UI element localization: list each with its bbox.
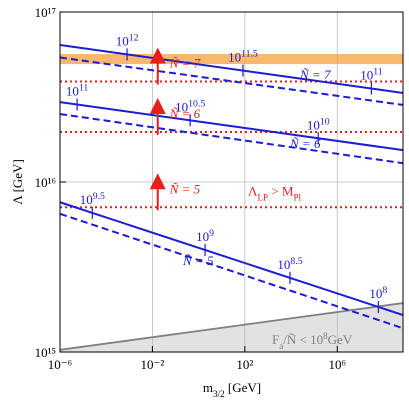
x-tick-label: 10² bbox=[236, 357, 253, 372]
mass-label-exp: 10.5 bbox=[188, 98, 205, 109]
mass-label-exp: 9 bbox=[209, 227, 214, 238]
mass-label-exp: 8.5 bbox=[290, 255, 302, 266]
excluded-note-part: a bbox=[279, 341, 283, 351]
y-axis-label: Λ [GeV] bbox=[10, 159, 25, 205]
mass-label: 109 bbox=[196, 227, 214, 244]
mass-label: 108 bbox=[369, 284, 387, 301]
line-label: Ñ = 5 bbox=[182, 253, 214, 268]
mass-label: 1011 bbox=[66, 82, 89, 99]
overlay: 10121011.5101110111010.51010109.5109108.… bbox=[10, 5, 404, 399]
x-axis-label: m3/2 [GeV] bbox=[203, 380, 261, 399]
x-tick-label: 10⁻⁶ bbox=[48, 357, 72, 372]
mass-label: 1012 bbox=[116, 32, 139, 49]
line-label: Ñ = 7 bbox=[299, 67, 331, 82]
mass-label: 1011 bbox=[360, 66, 383, 83]
line bbox=[60, 201, 403, 316]
excluded-note-part: GeV bbox=[328, 332, 353, 347]
mass-label-base: 10 bbox=[80, 192, 93, 207]
bound-note-part: Pl bbox=[293, 192, 301, 202]
line bbox=[60, 43, 403, 94]
mass-label-base: 10 bbox=[116, 33, 129, 48]
y-axis-label-part: Λ [GeV] bbox=[10, 159, 25, 205]
excluded-note-part: F bbox=[272, 332, 279, 347]
excluded-edge bbox=[60, 302, 403, 351]
excluded-note-part: 8 bbox=[323, 331, 328, 341]
bound-note: ΛLP > MPl bbox=[248, 183, 302, 202]
line-label: Ñ = 6 bbox=[289, 136, 321, 151]
bound-note-part: > M bbox=[268, 183, 294, 198]
band bbox=[60, 54, 403, 65]
x-axis-label-part: m bbox=[203, 380, 213, 395]
y-tick-label: 10¹⁵ bbox=[35, 345, 56, 360]
mass-label-base: 10 bbox=[307, 117, 320, 132]
line bbox=[60, 101, 403, 152]
x-tick-label: 10⁶ bbox=[328, 357, 346, 372]
mass-label: 108.5 bbox=[277, 255, 302, 272]
line bbox=[60, 212, 403, 330]
bound-label: Ñ = 5 bbox=[169, 181, 201, 196]
mass-label-exp: 11.5 bbox=[241, 48, 258, 59]
x-axis-label-part: [GeV] bbox=[225, 380, 261, 395]
mass-label-exp: 9.5 bbox=[93, 190, 105, 201]
mass-label-base: 10 bbox=[196, 229, 209, 244]
plot-area bbox=[60, 12, 403, 352]
mass-label-exp: 11 bbox=[373, 66, 383, 77]
mass-label: 1010.5 bbox=[175, 98, 205, 115]
excluded-note: Fa/Ñ < 108GeV bbox=[272, 331, 353, 351]
mass-label-base: 10 bbox=[360, 68, 373, 83]
x-tick-label: 10⁻² bbox=[141, 357, 165, 372]
mass-label: 109.5 bbox=[80, 190, 105, 207]
mass-label-base: 10 bbox=[66, 84, 79, 99]
bound-label: Ñ = 6 bbox=[169, 106, 201, 121]
mass-label-base: 10 bbox=[369, 286, 382, 301]
mass-label-exp: 12 bbox=[129, 32, 139, 43]
y-tick-label: 10¹⁷ bbox=[35, 5, 56, 20]
x-axis-label-part: 3/2 bbox=[213, 389, 225, 399]
mass-label: 1010 bbox=[307, 116, 330, 133]
bound-note-part: Λ bbox=[248, 183, 258, 198]
excluded-note-part: /Ñ < 10 bbox=[283, 332, 323, 347]
line bbox=[60, 113, 403, 165]
y-tick-label: 10¹⁶ bbox=[35, 175, 56, 190]
line bbox=[60, 56, 403, 106]
mass-label-exp: 11 bbox=[79, 82, 89, 93]
mass-label-exp: 8 bbox=[382, 284, 387, 295]
bound-note-part: LP bbox=[257, 192, 268, 202]
mass-label-base: 10 bbox=[175, 99, 188, 114]
bound-label: Ñ = 7 bbox=[169, 56, 201, 71]
mass-label-base: 10 bbox=[277, 257, 290, 272]
mass-label-exp: 10 bbox=[320, 116, 330, 127]
mass-label-base: 10 bbox=[228, 50, 241, 65]
mass-label: 1011.5 bbox=[228, 48, 258, 64]
